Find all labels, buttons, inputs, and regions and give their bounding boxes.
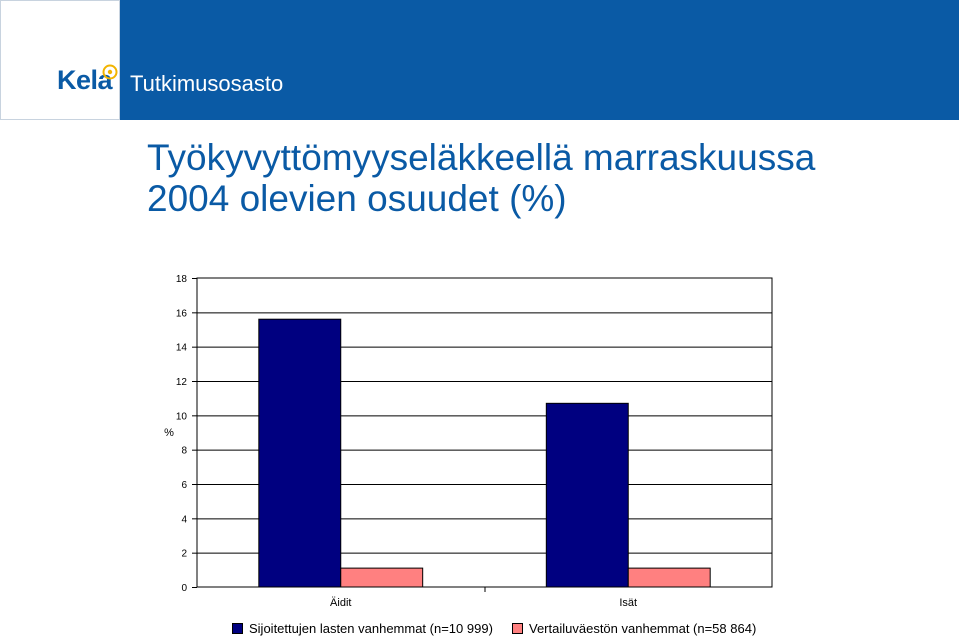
- bar-2-1: [340, 567, 424, 588]
- y-tick-label: 18: [176, 274, 188, 285]
- department-name: Tutkimusosasto: [130, 71, 284, 96]
- logo-box: Kela: [0, 0, 120, 120]
- y-tick-label: 12: [176, 377, 188, 388]
- x-tick-label: Isät: [619, 597, 637, 609]
- legend-label-series-1: Sijoitettujen lasten vanhemmat (n=10 999…: [249, 621, 493, 636]
- y-tick-label: 4: [181, 514, 187, 525]
- x-tick-label: Äidit: [330, 597, 351, 609]
- y-tick-label: 14: [176, 343, 188, 354]
- y-tick-label: 2: [181, 549, 187, 560]
- y-tick-label: 6: [181, 480, 187, 491]
- bar-2-2: [627, 567, 711, 588]
- bar-1-2: [545, 402, 629, 588]
- legend-swatch-series-2: [512, 623, 523, 634]
- y-tick-label: 10: [176, 411, 188, 422]
- y-tick-label: 8: [181, 446, 187, 457]
- bar-1-1: [258, 318, 342, 588]
- kela-logo-mark-icon: [102, 64, 118, 80]
- header-bar: [0, 0, 959, 120]
- legend-swatch-series-1: [232, 623, 243, 634]
- slide-title: Työkyvyttömyyseläkkeellä marraskuussa 20…: [147, 137, 816, 219]
- legend-label-series-2: Vertailuväestön vanhemmat (n=58 864): [529, 621, 757, 636]
- chart-legend: Sijoitettujen lasten vanhemmat (n=10 999…: [0, 620, 959, 637]
- legend-item-series-1: Sijoitettujen lasten vanhemmat (n=10 999…: [232, 621, 493, 636]
- y-axis-label: %: [164, 427, 174, 439]
- y-tick-label: 16: [176, 308, 188, 319]
- y-tick-label: 0: [181, 583, 187, 594]
- legend-item-series-2: Vertailuväestön vanhemmat (n=58 864): [512, 621, 756, 636]
